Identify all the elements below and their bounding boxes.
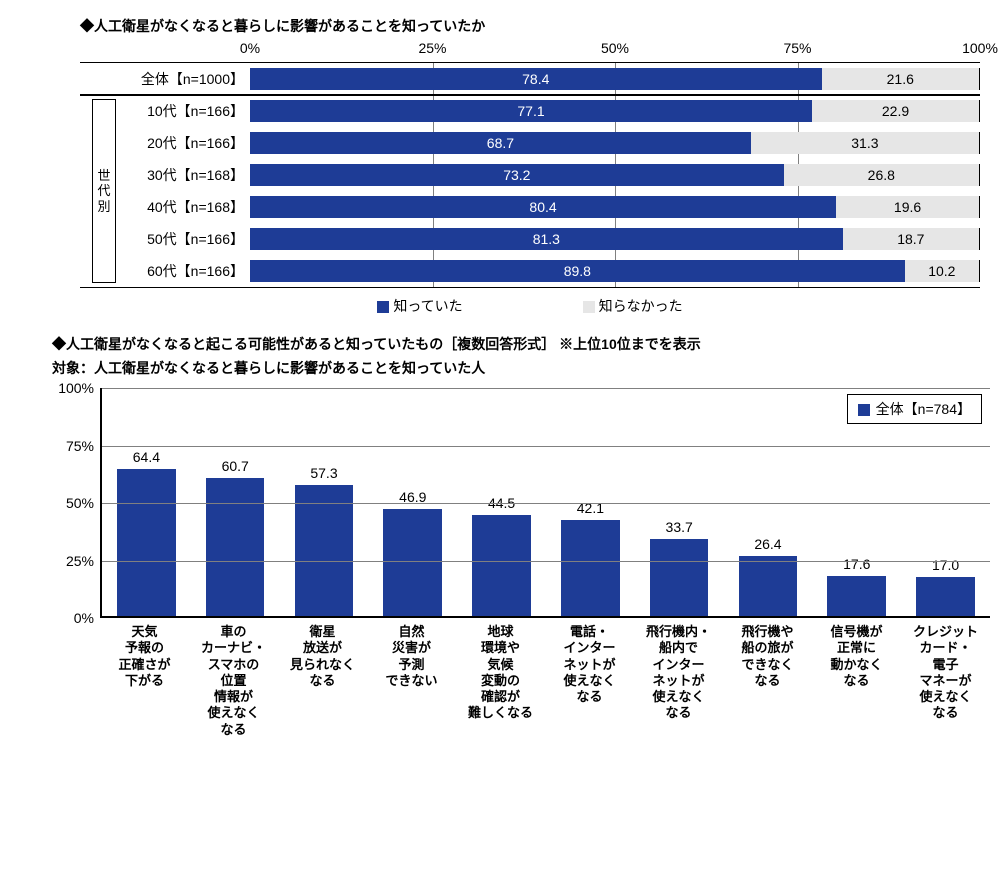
chart2-y-tick: 50% (66, 495, 94, 511)
chart2-legend: 全体【n=784】 (847, 394, 982, 424)
chart2-bar-value: 33.7 (666, 519, 693, 535)
chart2-bar: 33.7 (650, 539, 709, 616)
chart2-bar-value: 17.6 (843, 556, 870, 572)
chart2-x-label: 信号機が正常に動かなくなる (812, 624, 901, 738)
chart1-bar: 78.421.6 (250, 68, 980, 90)
chart2-bar: 26.4 (739, 556, 798, 616)
chart1-row: 20代【n=166】68.731.3 (80, 127, 980, 159)
chart2-plot: 全体【n=784】 64.4 60.7 57.3 46.9 44.5 42.1 33.7 26… (100, 388, 990, 618)
chart2-bar-column: 57.3 (280, 388, 369, 616)
chart2-bar-value: 26.4 (754, 536, 781, 552)
chart2-y-axis: 0%25%50%75%100% (50, 388, 100, 618)
chart1-x-tick: 50% (601, 40, 629, 56)
chart1-segment: 31.3 (751, 132, 979, 154)
chart1-x-tick: 75% (783, 40, 811, 56)
chart1-segment: 78.4 (250, 68, 822, 90)
chart1-group-label: 世代別 (92, 99, 116, 283)
chart2-bar-value: 57.3 (310, 465, 337, 481)
chart1-x-tick: 25% (418, 40, 446, 56)
legend-item: 知っていた (377, 296, 462, 316)
chart1-segment: 18.7 (843, 228, 979, 250)
chart2-bar: 17.0 (916, 577, 975, 616)
chart2-x-label: 飛行機や船の旅ができなくなる (723, 624, 812, 738)
chart2: 0%25%50%75%100% 全体【n=784】 64.460.757.346… (50, 388, 990, 738)
chart1: 0%25%50%75%100% 全体【n=1000】78.421.610代【n=… (80, 40, 980, 316)
chart1-segment: 26.8 (784, 164, 979, 186)
chart2-bar-column: 60.7 (191, 388, 280, 616)
chart2-bar-column: 46.9 (368, 388, 457, 616)
chart1-segment: 80.4 (250, 196, 836, 218)
legend-label: 知らなかった (599, 298, 683, 314)
chart2-x-label: 車のカーナビ・スマホの位置情報が使えなくなる (189, 624, 278, 738)
chart2-x-label: 自然災害が予測できない (367, 624, 456, 738)
chart1-segment: 10.2 (905, 260, 979, 282)
chart2-x-labels: 天気予報の正確さが下がる車のカーナビ・スマホの位置情報が使えなくなる衛星放送が見… (100, 624, 990, 738)
chart1-row: 60代【n=166】89.810.2 (80, 255, 980, 287)
legend-swatch (858, 404, 870, 416)
chart2-bar: 46.9 (383, 509, 442, 616)
chart2-bar: 42.1 (561, 520, 620, 616)
chart1-bar: 89.810.2 (250, 260, 980, 282)
chart1-segment: 68.7 (250, 132, 751, 154)
chart1-bar: 77.122.9 (250, 100, 980, 122)
chart2-bar-column: 64.4 (102, 388, 191, 616)
chart1-segment: 73.2 (250, 164, 784, 186)
chart1-legend: 知っていた 知らなかった (80, 296, 980, 316)
chart1-segment: 22.9 (812, 100, 979, 122)
chart1-row: 30代【n=168】73.226.8 (80, 159, 980, 191)
legend-swatch (377, 301, 389, 313)
chart1-segment: 19.6 (836, 196, 979, 218)
chart2-bar-column: 33.7 (635, 388, 724, 616)
chart2-x-label: 天気予報の正確さが下がる (100, 624, 189, 738)
chart2-bar: 60.7 (206, 478, 265, 616)
chart1-x-tick: 0% (240, 40, 260, 56)
chart2-bar-value: 64.4 (133, 449, 160, 465)
chart2-bar: 64.4 (117, 469, 176, 616)
chart2-legend-label: 全体【n=784】 (876, 401, 971, 417)
chart2-bar-column: 44.5 (457, 388, 546, 616)
chart2-y-tick: 25% (66, 553, 94, 569)
chart1-segment: 21.6 (822, 68, 979, 90)
chart1-segment: 77.1 (250, 100, 812, 122)
chart2-bar-column: 26.4 (724, 388, 813, 616)
chart2-y-tick: 100% (58, 380, 94, 396)
chart2-y-tick: 75% (66, 438, 94, 454)
chart2-bar: 57.3 (295, 485, 354, 616)
chart1-row: 50代【n=166】81.318.7 (80, 223, 980, 255)
chart1-row-label: 全体【n=1000】 (80, 69, 250, 89)
chart1-bar: 81.318.7 (250, 228, 980, 250)
chart1-x-axis: 0%25%50%75%100% (80, 40, 980, 62)
chart1-title: ◆人工衛星がなくなると暮らしに影響があることを知っていたか (80, 16, 980, 36)
chart2-title: ◆人工衛星がなくなると起こる可能性があると知っていたもの［複数回答形式］ ※上位… (52, 334, 980, 354)
chart1-bar: 73.226.8 (250, 164, 980, 186)
legend-swatch (583, 301, 595, 313)
chart2-x-label: 地球環境や気候変動の確認が難しくなる (456, 624, 545, 738)
chart2-bar-value: 60.7 (222, 458, 249, 474)
chart2-bar: 44.5 (472, 515, 531, 616)
chart2-x-label: 衛星放送が見られなくなる (278, 624, 367, 738)
chart1-segment: 89.8 (250, 260, 905, 282)
chart2-subtitle: 対象：人工衛星がなくなると暮らしに影響があることを知っていた人 (52, 358, 980, 378)
chart1-body: 全体【n=1000】78.421.610代【n=166】77.122.920代【… (80, 62, 980, 288)
legend-label: 知っていた (393, 298, 462, 314)
chart1-x-tick: 100% (962, 40, 998, 56)
chart2-x-label: 電話・インターネットが使えなくなる (545, 624, 634, 738)
chart1-segment: 81.3 (250, 228, 843, 250)
chart2-bar: 17.6 (827, 576, 886, 616)
chart1-bar: 68.731.3 (250, 132, 980, 154)
chart1-bar: 80.419.6 (250, 196, 980, 218)
chart2-x-label: クレジットカード・電子マネーが使えなくなる (901, 624, 990, 738)
chart2-bar-column: 42.1 (546, 388, 635, 616)
chart2-y-tick: 0% (74, 610, 94, 626)
legend-item: 知らなかった (583, 296, 683, 316)
chart1-row: 40代【n=168】80.419.6 (80, 191, 980, 223)
chart1-row: 全体【n=1000】78.421.6 (80, 63, 980, 95)
chart2-x-label: 飛行機内・船内でインターネットが使えなくなる (634, 624, 723, 738)
chart1-row: 10代【n=166】77.122.9 (80, 95, 980, 127)
